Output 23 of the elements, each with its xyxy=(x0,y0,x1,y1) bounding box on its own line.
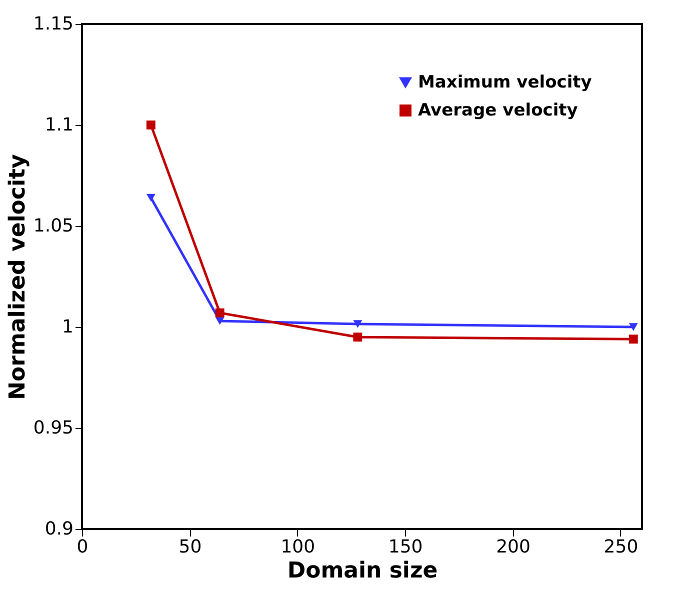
x-tick-label: 250 xyxy=(604,536,638,558)
point xyxy=(146,194,156,202)
y-axis-title: Normalized velocity xyxy=(5,154,30,400)
point xyxy=(146,120,156,130)
point xyxy=(215,308,224,318)
legend-label: Average velocity xyxy=(418,100,578,120)
x-tick-label: 50 xyxy=(178,536,202,558)
x-tick-label: 200 xyxy=(496,536,530,558)
x-axis-title: Domain size xyxy=(287,558,438,584)
x-tick-label: 0 xyxy=(76,536,88,558)
y-tick-label: 1.1 xyxy=(44,114,74,136)
y-tick-label: 1.15 xyxy=(33,14,74,34)
point xyxy=(353,320,362,328)
y-tick-label: 0.95 xyxy=(33,418,74,438)
x-tick-label: 150 xyxy=(388,536,423,558)
x-tick-label: 100 xyxy=(280,536,316,558)
y-tick-label: 1 xyxy=(62,316,74,338)
point xyxy=(353,332,362,342)
y-tick-label: 0.9 xyxy=(44,518,74,540)
legend-label: Maximum velocity xyxy=(418,72,592,92)
point xyxy=(628,323,638,331)
y-tick-label: 1.05 xyxy=(33,216,74,236)
point xyxy=(628,334,638,344)
